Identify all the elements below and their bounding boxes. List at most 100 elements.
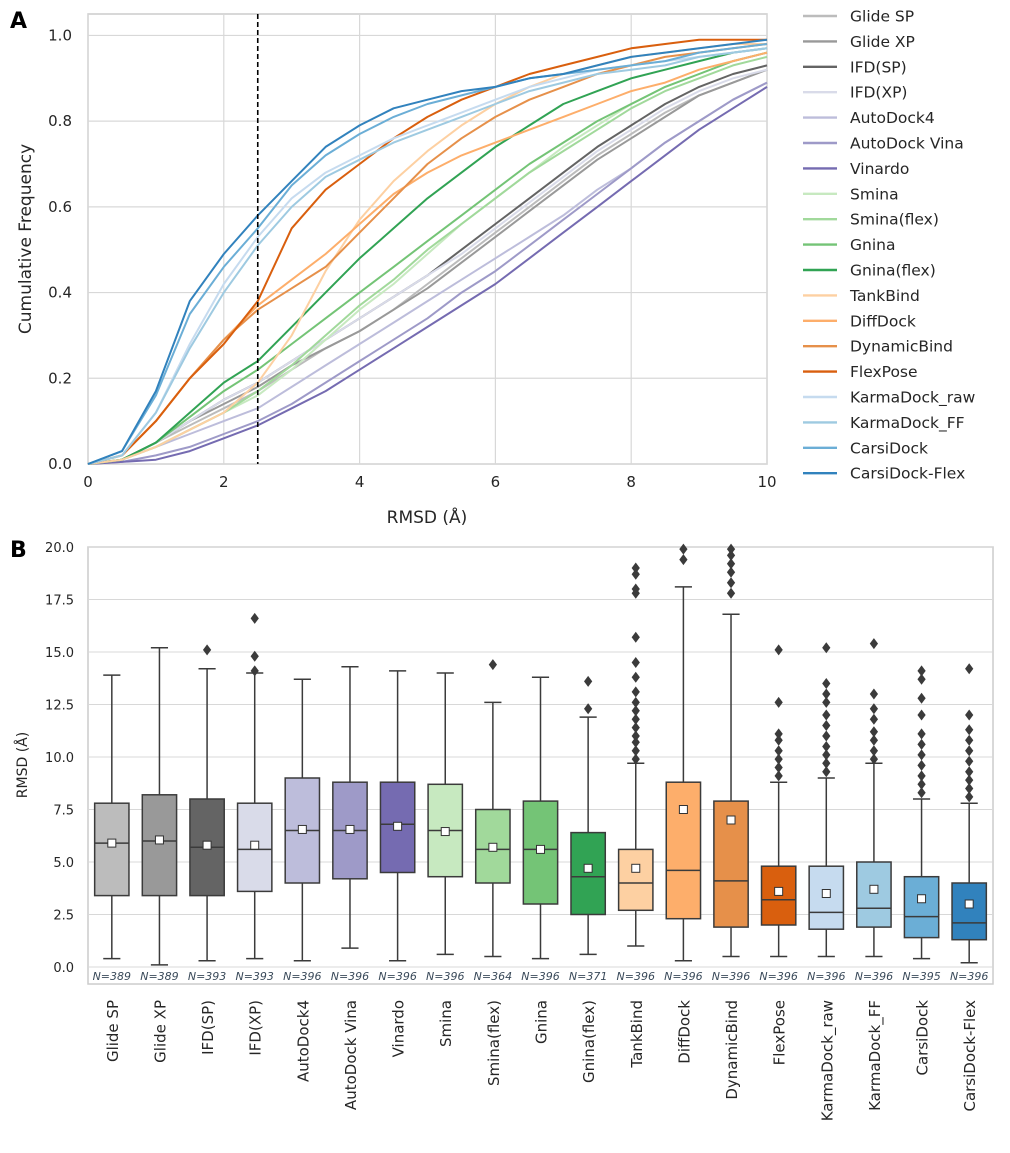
- outlier-point: [869, 734, 879, 746]
- cdf-y-tick-label: 0.2: [48, 369, 72, 387]
- outlier-point: [631, 562, 640, 574]
- category-label: KarmaDock_FF: [866, 1000, 885, 1111]
- category-label: Gnina: [533, 1000, 551, 1044]
- box-autodock4: [284, 678, 321, 962]
- outlier-point: [965, 766, 974, 778]
- box-ifd-sp: [189, 644, 225, 962]
- outlier-point: [822, 696, 831, 708]
- outlier-point: [631, 583, 640, 595]
- outlier-point: [774, 728, 783, 740]
- box-y-tick-label: 0.0: [53, 961, 74, 976]
- box-chart: B 0.0 2.5 5.0 7.5 10.0 12.5 15.0 17.5 20.0 N=389…: [10, 538, 994, 1121]
- cdf-chart: A 0 2 4 6 8 10 0.0 0.2 0.4 0.6 0.8 1.0 RMSD (Å) Cu…: [10, 8, 976, 529]
- outlier-point: [965, 755, 974, 767]
- box-glide-xp: [141, 647, 178, 966]
- cdf-x-tick-label: 0: [83, 473, 93, 491]
- cdf-line-ifd-xp: [87, 68, 768, 465]
- outlier-point: [631, 671, 640, 683]
- category-label: KarmaDock_raw: [818, 1000, 837, 1121]
- outlier-point: [631, 730, 640, 742]
- outlier-point: [679, 543, 688, 555]
- outlier-point: [869, 745, 879, 757]
- outlier-point: [917, 673, 926, 685]
- outlier-point: [726, 566, 736, 578]
- outlier-point: [965, 724, 974, 736]
- outlier-point: [869, 703, 879, 715]
- cdf-line-glide-xp: [87, 68, 768, 465]
- cdf-x-tick-label: 4: [355, 473, 365, 491]
- outlier-point: [631, 686, 640, 698]
- mean-marker: [488, 842, 498, 852]
- legend-label: Vinardo: [850, 160, 909, 178]
- category-label: Smina(flex): [485, 1000, 503, 1086]
- n-count-label: N=396: [712, 970, 750, 983]
- outlier-point: [869, 753, 879, 765]
- n-count-label: N=364: [474, 970, 512, 983]
- outlier-point: [726, 577, 736, 589]
- box-y-tick-label: 2.5: [53, 909, 74, 924]
- n-count-label: N=371: [569, 970, 607, 983]
- cdf-y-tick-label: 1.0: [48, 26, 72, 44]
- panel-a-letter: A: [10, 9, 27, 34]
- cdf-x-tick-label: 8: [626, 473, 636, 491]
- category-label: Smina: [437, 1000, 455, 1047]
- cdf-x-tick-label: 6: [491, 473, 501, 491]
- n-count-label: N=395: [902, 970, 940, 983]
- outlier-point: [631, 713, 640, 725]
- mean-marker: [678, 805, 688, 814]
- outlier-point: [774, 753, 783, 765]
- n-count-label: N=389: [93, 970, 131, 983]
- legend-label: DiffDock: [850, 312, 916, 330]
- box-iqr: [617, 848, 654, 912]
- outlier-point: [202, 644, 212, 656]
- cdf-x-axis-label: RMSD (Å): [387, 506, 468, 528]
- n-count-label: N=396: [378, 970, 416, 983]
- n-count-label: N=396: [950, 970, 988, 983]
- n-count-label: N=396: [664, 970, 702, 983]
- n-count-label: N=396: [855, 970, 893, 983]
- mean-marker: [631, 863, 641, 873]
- box-y-tick-label: 15.0: [45, 646, 74, 661]
- outlier-point: [822, 741, 831, 752]
- mean-marker: [297, 824, 307, 834]
- mean-marker: [774, 886, 784, 896]
- category-label: Gnina(flex): [580, 1000, 598, 1083]
- outlier-point: [631, 745, 640, 757]
- n-count-label: N=389: [140, 970, 178, 983]
- box-iqr: [856, 861, 892, 928]
- outlier-point: [965, 783, 974, 794]
- outlier-point: [250, 612, 259, 624]
- box-flexpose: [760, 644, 797, 958]
- n-count-label: N=396: [426, 970, 464, 983]
- cdf-grid: [87, 14, 768, 465]
- outlier-point: [965, 745, 974, 757]
- box-n-counts: N=389 N=389 N=393 N=393 N=396 N=396 N=396 N=396…: [93, 970, 989, 983]
- outlier-point: [822, 688, 831, 700]
- outlier-point: [917, 728, 926, 740]
- outlier-point: [822, 642, 831, 654]
- cdf-line-carsidock-flex: [87, 38, 768, 465]
- mean-marker: [393, 821, 403, 831]
- category-label: DynamicBind: [723, 1000, 741, 1100]
- outlier-point: [774, 770, 783, 782]
- category-label: CarsiDock: [914, 1000, 932, 1076]
- outlier-point: [726, 549, 736, 561]
- box-iqr: [665, 781, 702, 920]
- mean-marker: [440, 827, 450, 837]
- mean-marker: [917, 894, 927, 904]
- box-gnina-flex: [570, 675, 607, 956]
- legend-label: AutoDock Vina: [850, 135, 964, 153]
- box-y-axis-label: RMSD (Å): [14, 732, 31, 798]
- outlier-point: [250, 665, 259, 677]
- outlier-point: [584, 675, 593, 687]
- legend-label: IFD(SP): [850, 58, 907, 76]
- cdf-line-dynamicbind: [87, 43, 768, 465]
- outlier-point: [917, 759, 926, 771]
- legend-label: Glide SP: [850, 8, 914, 26]
- outlier-point: [774, 762, 783, 773]
- box-series: [93, 543, 988, 966]
- outlier-point: [822, 766, 831, 778]
- category-label: AutoDock4: [294, 1000, 312, 1082]
- box-y-tick-label: 20.0: [45, 541, 74, 556]
